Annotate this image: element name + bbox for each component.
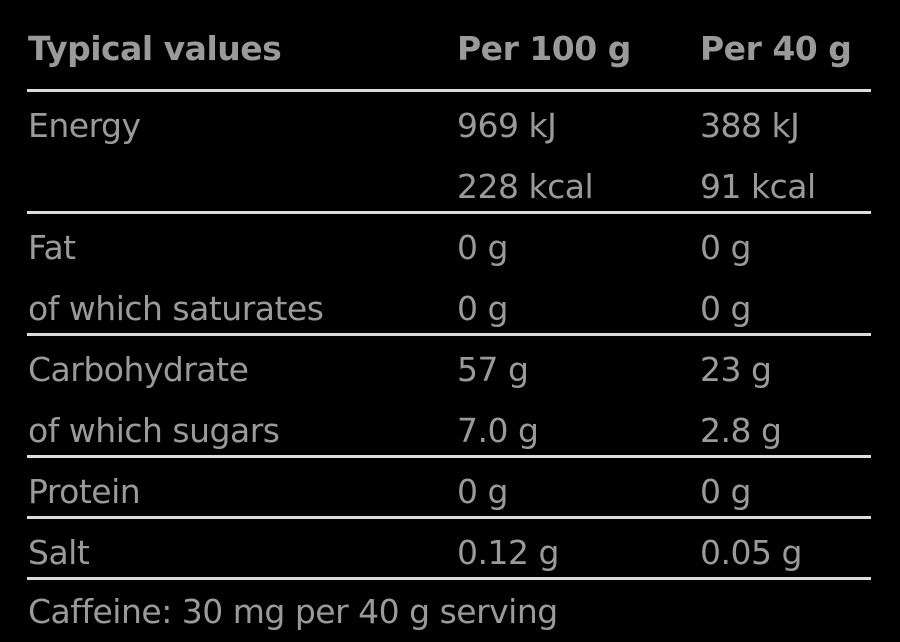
table-row-sugars: of which sugars 7.0 g 2.8 g	[0, 400, 900, 461]
row-per100: 0 g	[457, 472, 508, 511]
divider	[27, 333, 871, 336]
row-per40: 0 g	[700, 472, 751, 511]
row-per40: 0 g	[700, 228, 751, 267]
row-per100: 228 kcal	[457, 167, 594, 206]
table-row-protein: Protein 0 g 0 g	[0, 461, 900, 522]
row-label: of which saturates	[28, 289, 324, 328]
row-per100: 969 kJ	[457, 106, 557, 145]
row-per100: 57 g	[457, 350, 529, 389]
row-label: Fat	[28, 228, 76, 267]
table-row-salt: Salt 0.12 g 0.05 g	[0, 522, 900, 583]
row-label: Energy	[28, 106, 141, 145]
row-label: Carbohydrate	[28, 350, 249, 389]
row-label: of which sugars	[28, 411, 280, 450]
divider	[27, 577, 871, 580]
row-per40: 0 g	[700, 289, 751, 328]
divider	[27, 89, 871, 92]
header-per-40g: Per 40 g	[700, 29, 852, 68]
row-per40: 2.8 g	[700, 411, 782, 450]
row-label: Protein	[28, 472, 141, 511]
header-row: Typical values Per 100 g Per 40 g	[0, 18, 900, 79]
row-per40: 23 g	[700, 350, 772, 389]
divider	[27, 211, 871, 214]
row-per100: 0.12 g	[457, 533, 559, 572]
row-per40: 388 kJ	[700, 106, 800, 145]
table-row-carbohydrate: Carbohydrate 57 g 23 g	[0, 339, 900, 400]
caffeine-footnote: Caffeine: 30 mg per 40 g serving	[28, 592, 558, 631]
table-row-saturates: of which saturates 0 g 0 g	[0, 278, 900, 339]
table-row-fat: Fat 0 g 0 g	[0, 217, 900, 278]
row-per100: 0 g	[457, 289, 508, 328]
row-per100: 7.0 g	[457, 411, 539, 450]
table-row-energy-kj: Energy 969 kJ 388 kJ	[0, 95, 900, 156]
divider	[27, 455, 871, 458]
row-per100: 0 g	[457, 228, 508, 267]
header-per-100g: Per 100 g	[457, 29, 631, 68]
divider	[27, 516, 871, 519]
row-per40: 91 kcal	[700, 167, 816, 206]
table-row-energy-kcal: 228 kcal 91 kcal	[0, 156, 900, 217]
row-label: Salt	[28, 533, 90, 572]
header-typical-values: Typical values	[28, 29, 282, 68]
row-per40: 0.05 g	[700, 533, 802, 572]
